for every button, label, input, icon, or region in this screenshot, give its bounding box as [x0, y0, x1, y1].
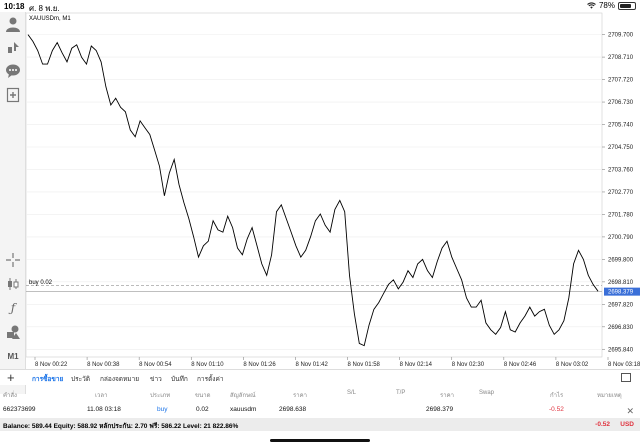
- add-icon[interactable]: +: [7, 370, 15, 385]
- y-tick-label: 2698.810: [608, 280, 634, 286]
- chat-icon[interactable]: [3, 61, 23, 81]
- order-id: 662373699: [3, 406, 36, 413]
- order-time: 11.08 03:18: [87, 406, 121, 413]
- y-tick-label: 2708.710: [608, 55, 634, 61]
- header-time: เวลา: [95, 393, 108, 399]
- new-order-icon[interactable]: [3, 85, 23, 105]
- header-comment: หมายเหตุ: [597, 393, 622, 399]
- x-tick-label: 8 Nov 03:02: [556, 362, 589, 368]
- y-tick-label: 2704.750: [608, 145, 634, 151]
- order-current-price: 2698.379: [426, 406, 454, 413]
- x-tick-label: 8 Nov 03:18: [608, 362, 640, 368]
- y-tick-label: 2696.830: [608, 325, 634, 331]
- expand-icon[interactable]: [621, 373, 631, 382]
- symbol-label: XAUUSDm, M1: [29, 16, 71, 22]
- tab-settings[interactable]: การตั้งค่า: [197, 376, 224, 383]
- header-size: ขนาด: [195, 393, 211, 399]
- tab-trade[interactable]: การซื้อขาย: [32, 376, 64, 383]
- x-tick-label: 8 Nov 01:26: [243, 362, 276, 368]
- y-tick-label: 2706.730: [608, 100, 634, 106]
- y-tick-label: 2709.700: [608, 33, 634, 39]
- objects-icon[interactable]: [3, 322, 23, 342]
- y-tick-label: 2701.780: [608, 212, 634, 218]
- wifi-icon: [587, 2, 596, 9]
- current-price-label: 2698.379: [608, 290, 634, 296]
- bottom-tabbar: + การซื้อขาย ประวัติ กล่องจดหมาย ข่าว บั…: [0, 369, 640, 385]
- y-tick-label: 2703.760: [608, 167, 634, 173]
- x-tick-label: 8 Nov 01:10: [191, 362, 224, 368]
- status-right: 78%: [587, 1, 636, 10]
- order-profit: -0.52: [549, 406, 564, 413]
- header-current-price: ราคา: [440, 393, 454, 399]
- x-tick-label: 8 Nov 02:14: [400, 362, 433, 368]
- tab-history[interactable]: ประวัติ: [71, 376, 90, 383]
- battery-percent: 78%: [598, 1, 615, 10]
- order-size: 0.02: [196, 406, 209, 413]
- x-tick-label: 8 Nov 02:30: [452, 362, 485, 368]
- header-tp: T/P: [396, 390, 406, 396]
- y-tick-label: 2707.720: [608, 78, 634, 84]
- order-open-price: 2698.638: [279, 406, 307, 413]
- header-sl: S/L: [347, 390, 357, 396]
- balance-bar: Balance: 589.44 Equity: 588.92 หลักประกั…: [0, 418, 640, 431]
- header-symbol: สัญลักษณ์: [230, 393, 256, 399]
- balance-summary: Balance: 589.44 Equity: 588.92 หลักประกั…: [3, 423, 239, 430]
- home-indicator: [270, 439, 370, 442]
- price-line: [27, 34, 599, 347]
- close-icon[interactable]: ✕: [626, 406, 634, 416]
- order-symbol: xauusdm: [230, 406, 257, 413]
- left-toolbar: ƒ M1: [0, 12, 26, 394]
- battery-icon: [618, 1, 636, 10]
- table-header: คำสั่ง เวลา ประเภท ขนาด สัญลักษณ์ ราคา S…: [0, 386, 640, 400]
- tab-news[interactable]: ข่าว: [150, 376, 162, 383]
- x-tick-label: 8 Nov 01:58: [348, 362, 381, 368]
- indicators-icon[interactable]: ƒ: [10, 301, 16, 315]
- table-row[interactable]: 662373699 11.08 03:18 buy 0.02 xauusdm 2…: [0, 402, 640, 416]
- header-swap: Swap: [479, 390, 495, 396]
- y-tick-label: 2697.820: [608, 302, 634, 308]
- current-price-tag: [604, 287, 640, 296]
- buy-order-label: buy 0.02: [29, 280, 53, 286]
- y-tick-label: 2705.740: [608, 123, 634, 129]
- clock: 10:18: [4, 2, 25, 11]
- y-tick-label: 2699.800: [608, 257, 634, 263]
- y-tick-label: 2695.840: [608, 347, 634, 353]
- tab-journal[interactable]: บันทึก: [171, 376, 188, 383]
- y-tick-label: 2702.770: [608, 190, 634, 196]
- chart-canvas: 2709.700 2708.710 2707.720 2706.730 2705.740…: [26, 12, 640, 368]
- header-price: ราคา: [293, 393, 307, 399]
- x-tick-label: 8 Nov 01:42: [295, 362, 328, 368]
- x-tick-label: 8 Nov 00:54: [139, 362, 172, 368]
- currency-label: USD: [620, 421, 634, 428]
- header-order: คำสั่ง: [3, 393, 17, 399]
- x-tick-label: 8 Nov 02:46: [504, 362, 537, 368]
- total-profit: -0.52: [595, 421, 610, 428]
- tab-mailbox[interactable]: กล่องจดหมาย: [100, 376, 140, 383]
- timeframe-button[interactable]: M1: [7, 351, 19, 361]
- account-icon[interactable]: [3, 14, 23, 34]
- x-tick-label: 8 Nov 00:22: [35, 362, 68, 368]
- header-profit: กำไร: [550, 393, 564, 399]
- x-tick-label: 8 Nov 00:38: [87, 362, 120, 368]
- y-tick-label: 2700.790: [608, 235, 634, 241]
- trade-icon[interactable]: [3, 37, 23, 57]
- chart-frame: [26, 12, 603, 358]
- price-chart[interactable]: 2709.700 2708.710 2707.720 2706.730 2705.740…: [26, 12, 640, 369]
- crosshair-icon[interactable]: [3, 250, 23, 270]
- header-type: ประเภท: [150, 393, 171, 399]
- date: ศ. 8 พ.ย.: [29, 4, 60, 13]
- order-type: buy: [157, 406, 168, 413]
- status-bar: 10:18 ศ. 8 พ.ย. 78%: [0, 0, 640, 13]
- chart-type-icon[interactable]: [3, 274, 23, 294]
